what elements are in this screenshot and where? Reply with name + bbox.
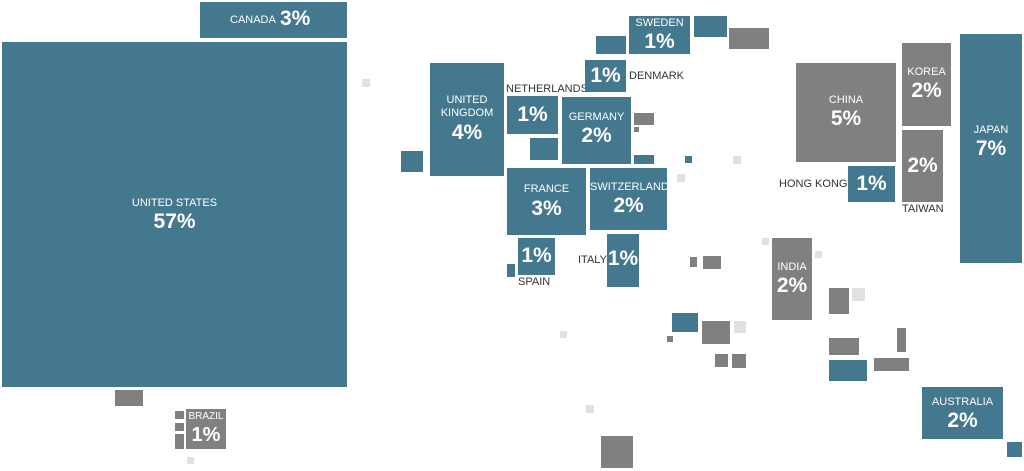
country-share: 2%: [947, 409, 978, 432]
netherlands-label: NETHERLANDS: [506, 83, 588, 95]
portugal-block: [507, 264, 515, 277]
country-block-canada: CANADA 3%: [200, 2, 347, 38]
country-name: FRANCE: [523, 183, 570, 195]
country-share: 7%: [975, 137, 1007, 160]
new-zealand-block: [1007, 442, 1022, 457]
brazil-neighbor-block: [175, 411, 184, 419]
country-block-korea: KOREA 2%: [902, 43, 951, 126]
small-country-block: [690, 257, 697, 267]
small-country-block: [734, 321, 746, 333]
small-country-block: [829, 288, 849, 314]
country-share: 5%: [830, 107, 862, 130]
ireland-block: [401, 151, 423, 172]
country-share: 1%: [590, 64, 621, 87]
small-country-block: [677, 174, 685, 182]
country-share: 1%: [521, 244, 552, 267]
country-name: UNITED STATES: [131, 197, 218, 209]
country-share: 2%: [776, 274, 808, 297]
small-country-block: [874, 358, 909, 371]
small-country-block: [362, 79, 370, 87]
country-name: GERMANY: [568, 111, 625, 123]
brazil-neighbor-block: [175, 434, 184, 449]
country-share: 1%: [607, 247, 639, 270]
brazil-neighbor-block: [175, 423, 184, 431]
taiwan-label: TAIWAN: [902, 203, 944, 215]
finland-block: [694, 16, 727, 37]
italy-label: ITALY: [578, 254, 607, 266]
small-country-block: [634, 127, 639, 132]
small-country-block: [732, 354, 746, 368]
small-country-block: [829, 360, 867, 381]
country-block-sweden: SWEDEN 1%: [629, 16, 690, 54]
country-block-switzerland: SWITZERLAND 2%: [590, 168, 669, 230]
country-share: 3%: [280, 7, 311, 30]
country-block-spain: 1%: [518, 238, 555, 275]
country-block-taiwan: 2%: [902, 130, 943, 202]
small-country-block: [897, 328, 906, 352]
hong-kong-label: HONG KONG: [779, 178, 848, 190]
country-block-japan: JAPAN 7%: [960, 34, 1022, 263]
country-block-italy: 1%: [607, 234, 639, 287]
country-share: 1%: [856, 172, 887, 195]
small-country-block: [762, 238, 769, 245]
country-name: JAPAN: [973, 124, 1009, 136]
small-country-block: [733, 156, 741, 164]
spain-label: SPAIN: [518, 276, 551, 288]
country-share: 4%: [451, 121, 483, 144]
country-share: 2%: [907, 154, 938, 177]
small-country-block: [667, 336, 673, 342]
small-country-block: [187, 457, 194, 464]
country-share: 3%: [531, 197, 562, 220]
country-share: 2%: [613, 194, 644, 217]
small-country-block: [672, 313, 698, 332]
country-block-australia: AUSTRALIA 2%: [922, 387, 1003, 439]
small-country-block: [829, 338, 859, 355]
country-block-united-kingdom: UNITED KINGDOM 4%: [430, 63, 504, 176]
small-country-block: [715, 354, 728, 367]
country-block-denmark: 1%: [585, 60, 626, 92]
small-country-block: [560, 331, 567, 338]
country-share: 2%: [581, 124, 612, 147]
poland-block: [634, 113, 654, 125]
small-country-block: [815, 251, 822, 258]
country-name: INDIA: [777, 261, 807, 273]
small-country-block: [852, 288, 865, 301]
country-name: BRAZIL: [188, 411, 224, 422]
country-block-brazil: BRAZIL 1%: [186, 409, 226, 449]
country-block-germany: GERMANY 2%: [562, 97, 631, 164]
country-name: SWITZERLAND: [590, 181, 669, 193]
country-name: CANADA: [230, 14, 276, 26]
south-africa-block: [601, 436, 633, 468]
belgium-block: [530, 138, 558, 160]
country-name: UNITED KINGDOM: [440, 94, 494, 119]
russia-block: [729, 28, 769, 49]
denmark-label: DENMARK: [629, 70, 685, 82]
small-country-block: [115, 390, 143, 406]
country-name: SWEDEN: [635, 17, 684, 29]
country-name: AUSTRALIA: [931, 396, 994, 408]
small-country-block: [702, 321, 730, 344]
country-block-united-states: UNITED STATES 57%: [2, 42, 347, 387]
country-name: CHINA: [828, 94, 864, 106]
country-block-netherlands: 1%: [507, 96, 558, 134]
country-share: 1%: [517, 103, 548, 126]
country-share: 1%: [644, 30, 675, 53]
country-name: KOREA: [907, 66, 946, 78]
country-share: 2%: [911, 79, 942, 102]
small-country-block: [685, 156, 692, 163]
country-block-india: INDIA 2%: [772, 238, 812, 320]
austria-block: [634, 155, 654, 164]
country-share: 57%: [153, 210, 196, 233]
small-country-block: [586, 405, 594, 413]
country-block-france: FRANCE 3%: [507, 168, 586, 235]
country-block-china: CHINA 5%: [796, 63, 896, 162]
norway-block: [596, 36, 626, 54]
country-block-hong-kong: 1%: [848, 166, 895, 202]
country-share: 1%: [191, 424, 221, 446]
small-country-block: [703, 256, 721, 269]
